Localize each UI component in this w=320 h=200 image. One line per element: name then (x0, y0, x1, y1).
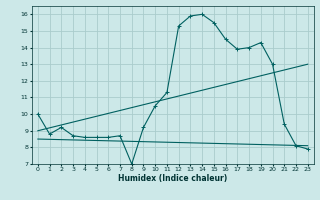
X-axis label: Humidex (Indice chaleur): Humidex (Indice chaleur) (118, 174, 228, 183)
